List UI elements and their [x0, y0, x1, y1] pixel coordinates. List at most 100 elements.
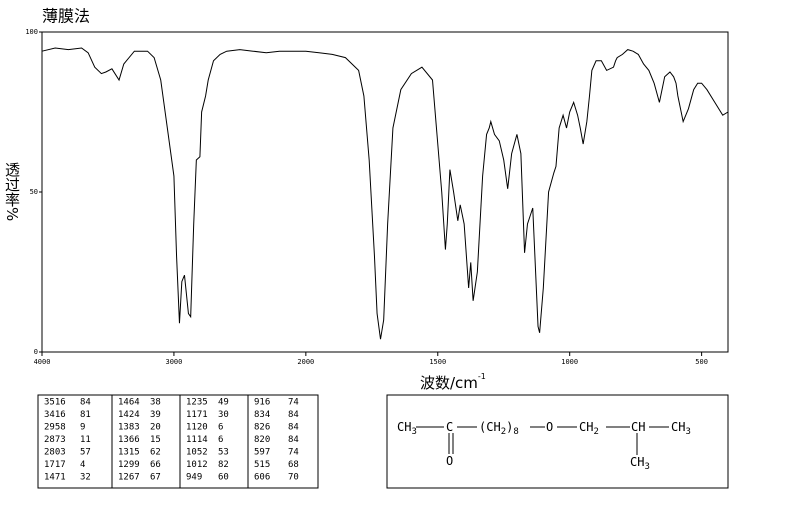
x-axis-title: 波数/cm — [420, 374, 478, 392]
plot-frame — [41, 31, 729, 353]
table-cell: 1171 — [186, 410, 208, 420]
table-cell: 84 — [288, 410, 299, 420]
chem-group: O — [546, 420, 553, 434]
table-cell: 62 — [150, 448, 161, 458]
chem-subscript: 8 — [513, 427, 518, 437]
chem-text: CH — [397, 420, 411, 434]
table-cell: 9 — [80, 423, 85, 433]
table-cell: 6 — [218, 435, 223, 445]
y-tick-label: 100 — [25, 28, 38, 36]
chem-subscript: 2 — [501, 427, 506, 437]
chem-text: ) — [506, 420, 513, 434]
table-cell: 66 — [150, 460, 161, 470]
chem-text: CH — [671, 420, 685, 434]
table-cell: 2958 — [44, 423, 66, 433]
table-cell: 38 — [150, 398, 161, 408]
y-tick-label: 0 — [34, 348, 38, 356]
x-tick-label: 4000 — [34, 358, 51, 366]
table-cell: 84 — [288, 435, 299, 445]
table-cell: 1267 — [118, 473, 140, 483]
table-cell: 1012 — [186, 460, 208, 470]
x-tick-label: 2000 — [297, 358, 314, 366]
chem-group: CH3 — [671, 420, 691, 437]
chem-group: C — [446, 420, 453, 434]
table-cell: 515 — [254, 460, 270, 470]
table-cell: 2803 — [44, 448, 66, 458]
table-cell: 1717 — [44, 460, 66, 470]
chem-group: O — [446, 454, 453, 468]
table-cell: 6 — [218, 423, 223, 433]
table-cell: 1114 — [186, 435, 208, 445]
table-cell: 53 — [218, 448, 229, 458]
table-cell: 32 — [80, 473, 91, 483]
x-axis-exponent: -1 — [478, 372, 486, 381]
table-cell: 20 — [150, 423, 161, 433]
table-cell: 74 — [288, 398, 299, 408]
table-cell: 11 — [80, 435, 91, 445]
table-cell: 30 — [218, 410, 229, 420]
table-cell: 1424 — [118, 410, 140, 420]
table-cell: 3516 — [44, 398, 66, 408]
table-cell: 916 — [254, 398, 270, 408]
chem-text: CH — [630, 455, 644, 469]
chem-group: CH3 — [630, 455, 650, 472]
table-cell: 57 — [80, 448, 91, 458]
chem-subscript: 3 — [644, 462, 649, 472]
chem-subscript: 2 — [593, 427, 598, 437]
x-axis-label: 波数/cm-1 — [420, 372, 486, 392]
chem-group: CH3 — [397, 420, 417, 437]
x-tick-label: 1000 — [561, 358, 578, 366]
spectrum-line — [41, 47, 729, 340]
x-tick-label: 3000 — [165, 358, 182, 366]
bonds — [416, 426, 669, 455]
table-cell: 949 — [186, 473, 202, 483]
table-cell: 3416 — [44, 410, 66, 420]
table-cell: 74 — [288, 448, 299, 458]
table-cell: 1471 — [44, 473, 66, 483]
table-cell: 81 — [80, 410, 91, 420]
table-cell: 1235 — [186, 398, 208, 408]
table-cell: 834 — [254, 410, 270, 420]
chem-text: O — [446, 454, 453, 468]
table-cell: 82 — [218, 460, 229, 470]
table-cell: 1052 — [186, 448, 208, 458]
table-cell: 2873 — [44, 435, 66, 445]
x-tick-label: 1500 — [429, 358, 446, 366]
y-axis-label: 透过率% — [3, 162, 21, 221]
table-cell: 826 — [254, 423, 270, 433]
chart-title: 薄膜法 — [42, 7, 90, 26]
chem-group: (CH2)8 — [479, 420, 519, 437]
table-cell: 49 — [218, 398, 229, 408]
chem-text: O — [546, 420, 553, 434]
chem-group: CH2 — [579, 420, 599, 437]
table-cell: 820 — [254, 435, 270, 445]
table-cell: 1464 — [118, 398, 140, 408]
table-cell: 60 — [218, 473, 229, 483]
table-cell: 84 — [80, 398, 91, 408]
table-cell: 597 — [254, 448, 270, 458]
chem-text: CH — [631, 420, 645, 434]
y-tick-label: 50 — [30, 188, 38, 196]
chem-subscript: 3 — [411, 427, 416, 437]
table-cell: 4 — [80, 460, 85, 470]
table-cell: 1366 — [118, 435, 140, 445]
chem-subscript: 3 — [685, 427, 690, 437]
table-cell: 1120 — [186, 423, 208, 433]
table-cell: 70 — [288, 473, 299, 483]
table-cell: 67 — [150, 473, 161, 483]
table-cell: 1299 — [118, 460, 140, 470]
chem-text: CH — [579, 420, 593, 434]
x-tick-label: 500 — [695, 358, 708, 366]
table-cell: 606 — [254, 473, 270, 483]
table-cell: 84 — [288, 423, 299, 433]
chem-text: (CH — [479, 420, 501, 434]
table-cell: 39 — [150, 410, 161, 420]
structure-box — [386, 394, 729, 489]
table-cell: 15 — [150, 435, 161, 445]
table-cell: 1383 — [118, 423, 140, 433]
chem-text: C — [446, 420, 453, 434]
table-cell: 68 — [288, 460, 299, 470]
table-cell: 1315 — [118, 448, 140, 458]
chem-group: CH — [631, 420, 645, 434]
